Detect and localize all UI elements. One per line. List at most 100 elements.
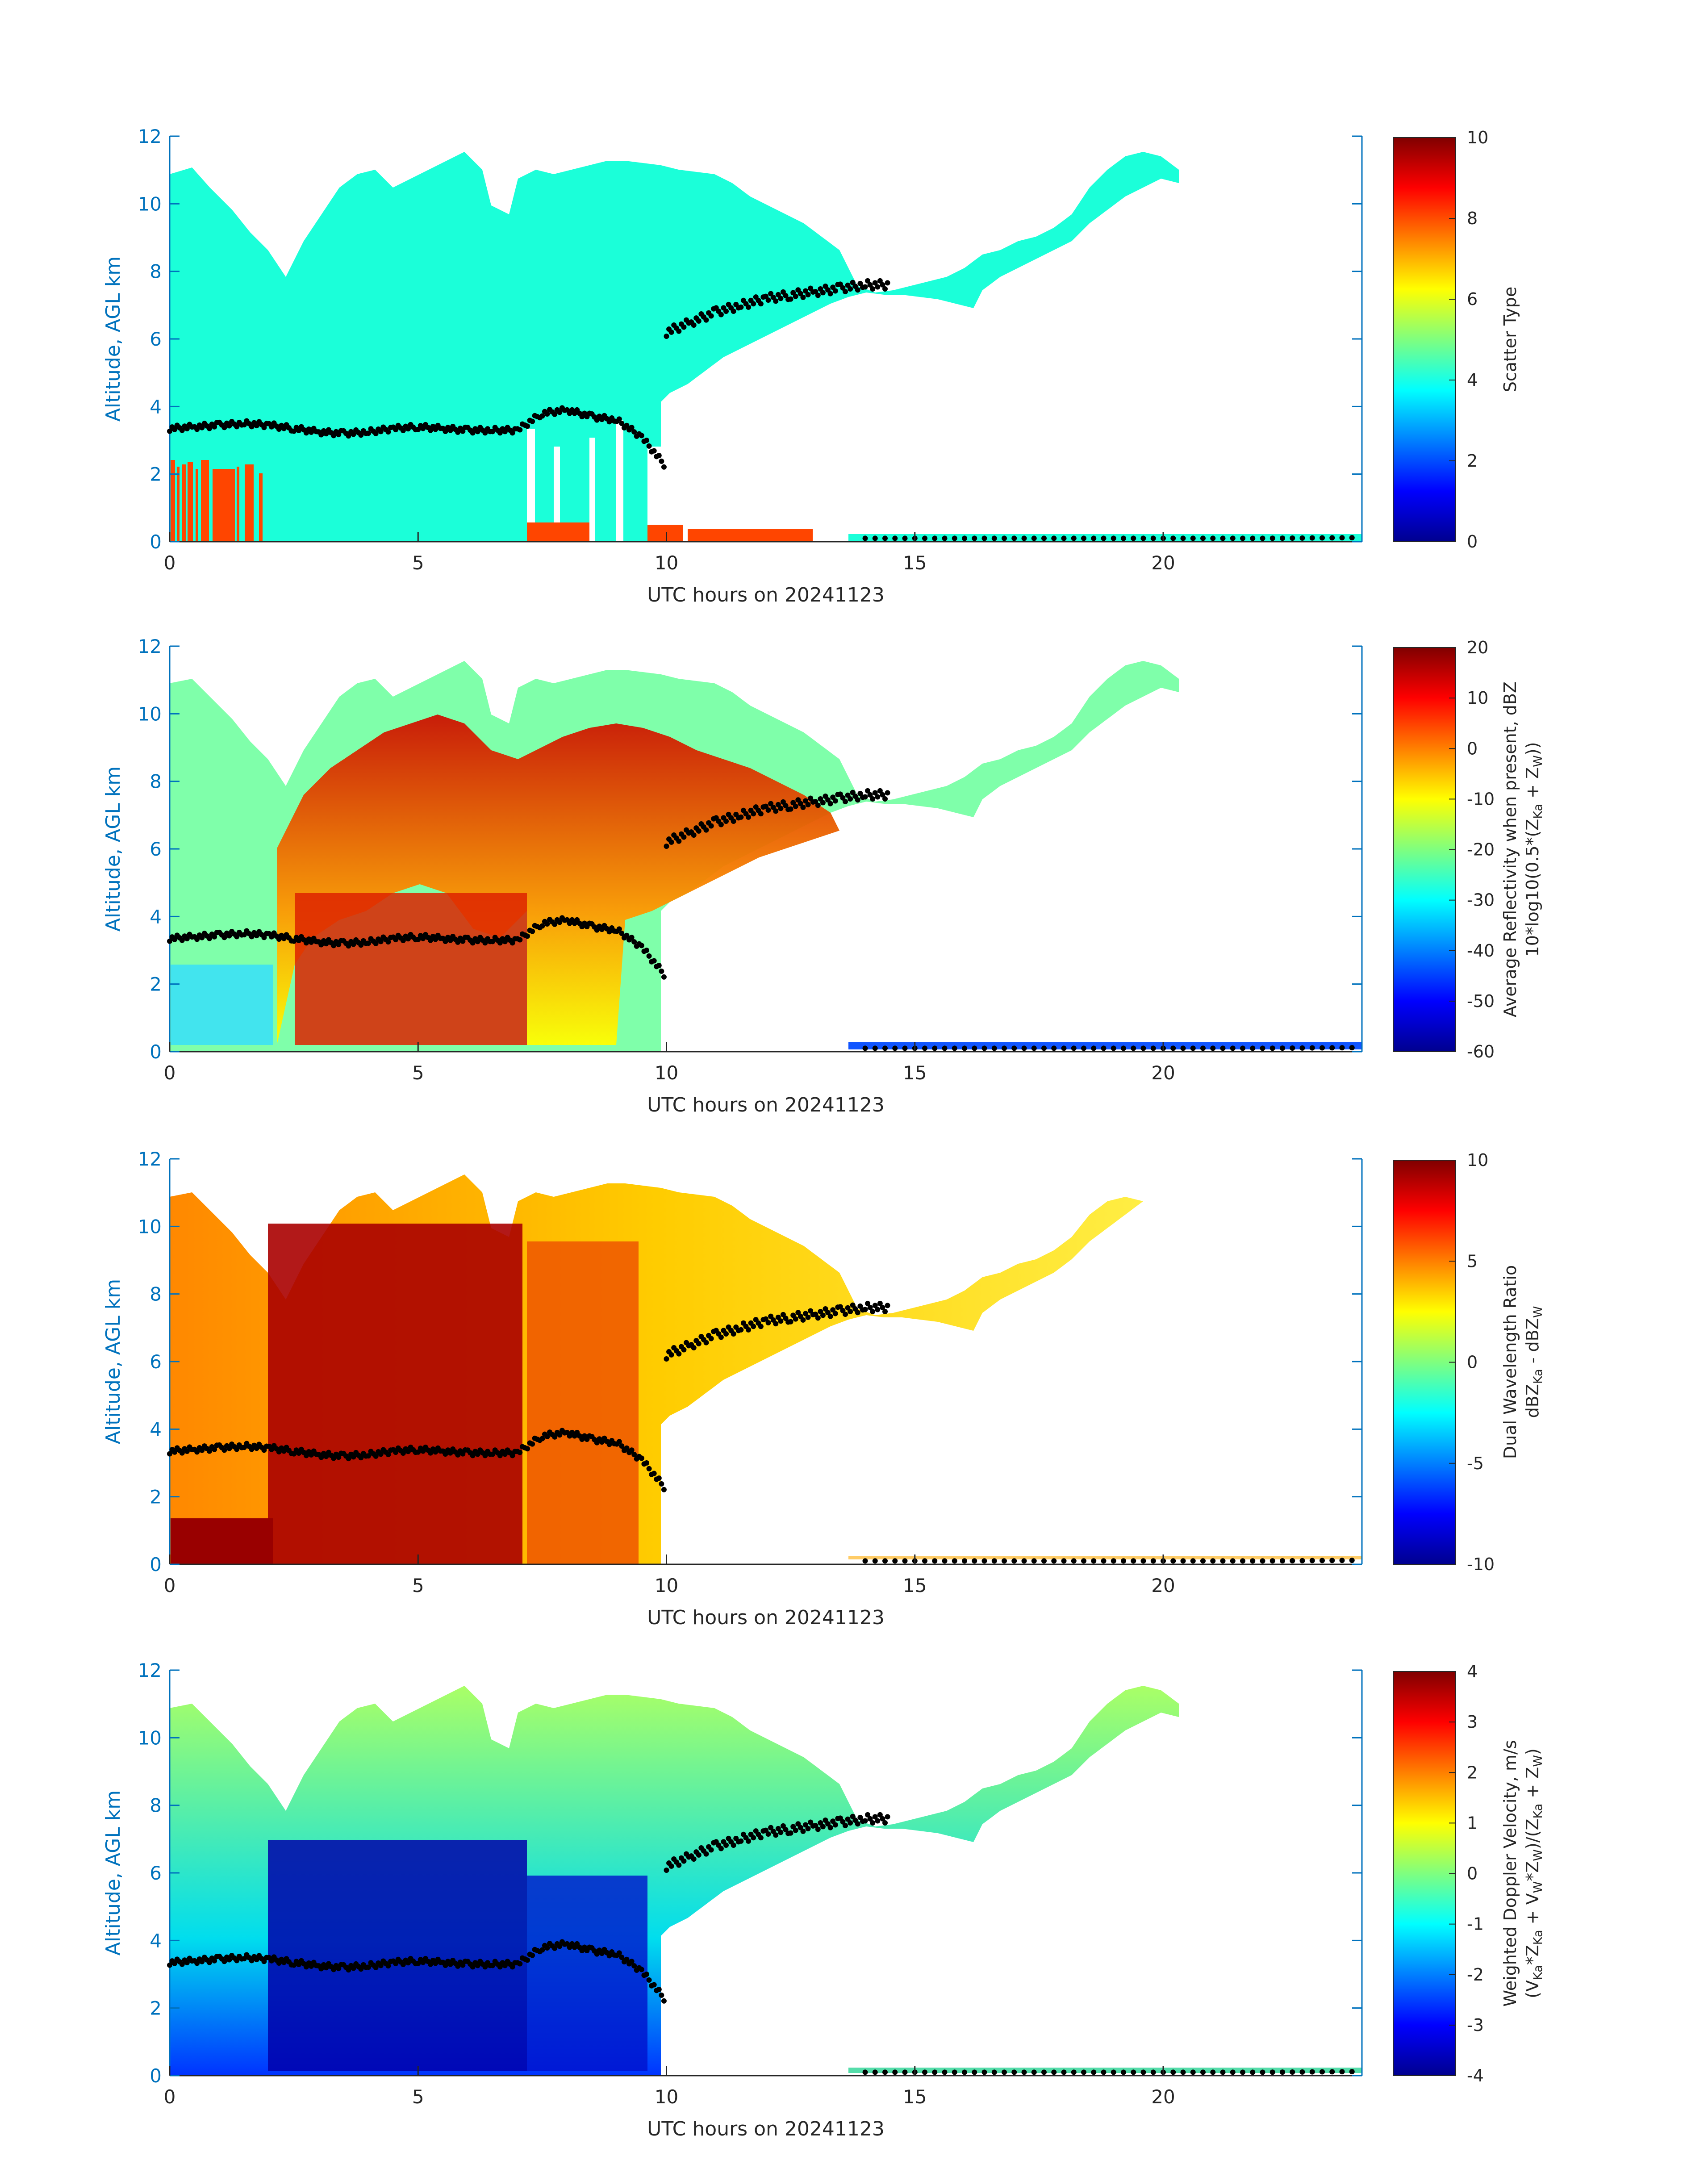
y-tick-label: 8 — [150, 1795, 162, 1817]
overlay-point — [882, 1045, 888, 1051]
overlay-point — [646, 953, 652, 959]
overlay-point — [234, 1958, 240, 1964]
y-tick-label: 2 — [150, 464, 162, 485]
overlay-point — [981, 1045, 987, 1051]
overlay-point — [1190, 2069, 1196, 2075]
colorbar-avg-reflectivity — [1393, 647, 1456, 1052]
overlay-point — [872, 1303, 878, 1308]
overlay-point — [718, 1334, 724, 1340]
overlay-point — [1320, 535, 1325, 541]
overlay-point — [1061, 535, 1067, 541]
y-tick-label: 4 — [150, 906, 162, 928]
y-axis-label: Altitude, AGL km — [102, 256, 125, 422]
overlay-point — [1329, 1045, 1335, 1051]
overlay-point — [1339, 1045, 1345, 1051]
melting-layer-points — [167, 1300, 1355, 1564]
overlay-point — [1299, 535, 1305, 541]
overlay-point — [676, 838, 682, 844]
overlay-point — [194, 1960, 200, 1966]
overlay-point — [373, 1964, 379, 1970]
overlay-point — [1250, 2069, 1256, 2075]
overlay-point — [475, 1963, 480, 1968]
overlay-point — [221, 425, 227, 430]
overlay-point — [1021, 2069, 1027, 2075]
overlay-point — [696, 1341, 702, 1346]
overlay-point — [875, 794, 881, 800]
y-tick-label: 10 — [138, 1727, 162, 1749]
overlay-point — [676, 1351, 682, 1357]
overlay-point — [509, 940, 515, 946]
overlay-point — [855, 287, 860, 293]
x-tick-label: 20 — [1151, 2086, 1175, 2108]
colorbar-ticks: -60 -50 -40 -30 -20 -10 0 10 20 — [1449, 638, 1495, 1061]
overlay-point — [922, 1558, 927, 1564]
x-tick-label: 10 — [655, 2086, 678, 2108]
overlay-point — [703, 1340, 709, 1345]
overlay-point — [490, 1963, 496, 1968]
overlay-point — [1051, 1558, 1057, 1564]
y-tick-label: 4 — [150, 1930, 162, 1951]
overlay-point — [631, 429, 637, 435]
overlay-point — [865, 278, 871, 284]
overlay-point — [972, 1045, 977, 1051]
overlay-point — [1180, 1045, 1186, 1051]
overlay-point — [1320, 1045, 1325, 1051]
colorbar-tick-label: -3 — [1467, 2015, 1484, 2035]
colorbar-tick-label: -20 — [1467, 840, 1495, 860]
x-axis-label: UTC hours on 20241123 — [647, 2118, 885, 2140]
overlay-point — [428, 427, 434, 433]
overlay-point — [659, 1992, 664, 1998]
x-tick-label: 20 — [1151, 1575, 1175, 1596]
overlay-point — [502, 429, 508, 435]
overlay-point — [346, 943, 351, 949]
overlay-point — [862, 794, 868, 800]
overlay-point — [1140, 1558, 1146, 1564]
overlay-point — [460, 938, 466, 944]
overlay-point — [981, 2069, 987, 2075]
overlay-point — [1210, 1558, 1216, 1564]
overlay-point — [862, 1558, 868, 1564]
overlay-point — [981, 535, 987, 541]
overlay-point — [1320, 1558, 1325, 1563]
overlay-point — [475, 939, 480, 944]
overlay-point — [867, 282, 873, 288]
overlay-point — [718, 1846, 724, 1851]
overlay-point — [1071, 2069, 1077, 2075]
overlay-point — [1280, 1045, 1285, 1051]
colorbar-ticks: -10 -5 0 5 10 — [1449, 1150, 1495, 1574]
overlay-point — [639, 943, 644, 949]
overlay-point — [902, 1045, 908, 1051]
overlay-point — [656, 1987, 662, 1993]
y-tick-label: 6 — [150, 1862, 162, 1884]
overlay-point — [788, 296, 793, 302]
overlay-point — [552, 411, 558, 417]
overlay-point — [885, 1303, 890, 1308]
overlay-point — [880, 1816, 885, 1822]
overlay-point — [318, 942, 324, 948]
overlay-point — [800, 804, 806, 810]
overlay-point — [800, 294, 806, 300]
overlay-point — [870, 1820, 876, 1826]
overlay-point — [517, 1450, 523, 1455]
y-tick-label: 0 — [150, 1041, 162, 1063]
colorbar-label: Weighted Doppler Velocity, m/s — [1500, 1740, 1520, 2006]
overlay-point — [497, 1964, 503, 1970]
melting-layer-points — [167, 1812, 1355, 2075]
colorbar-tick-label: 10 — [1467, 128, 1488, 147]
y-tick-label: 8 — [150, 1283, 162, 1305]
colorbar-tick-label: 0 — [1467, 532, 1478, 552]
overlay-point — [172, 936, 178, 942]
overlay-point — [366, 430, 371, 436]
overlay-point — [773, 1321, 779, 1327]
overlay-point — [1101, 2069, 1107, 2075]
melting-layer-points — [167, 788, 1355, 1051]
overlay-point — [880, 282, 885, 288]
colorbar-tick-label: 8 — [1467, 209, 1478, 228]
overlay-point — [179, 1961, 185, 1967]
overlay-point — [400, 428, 406, 434]
overlay-point — [1290, 1558, 1295, 1563]
overlay-point — [405, 1960, 411, 1966]
overlay-point — [880, 792, 885, 798]
overlay-point — [875, 1818, 881, 1824]
overlay-point — [226, 1446, 232, 1451]
